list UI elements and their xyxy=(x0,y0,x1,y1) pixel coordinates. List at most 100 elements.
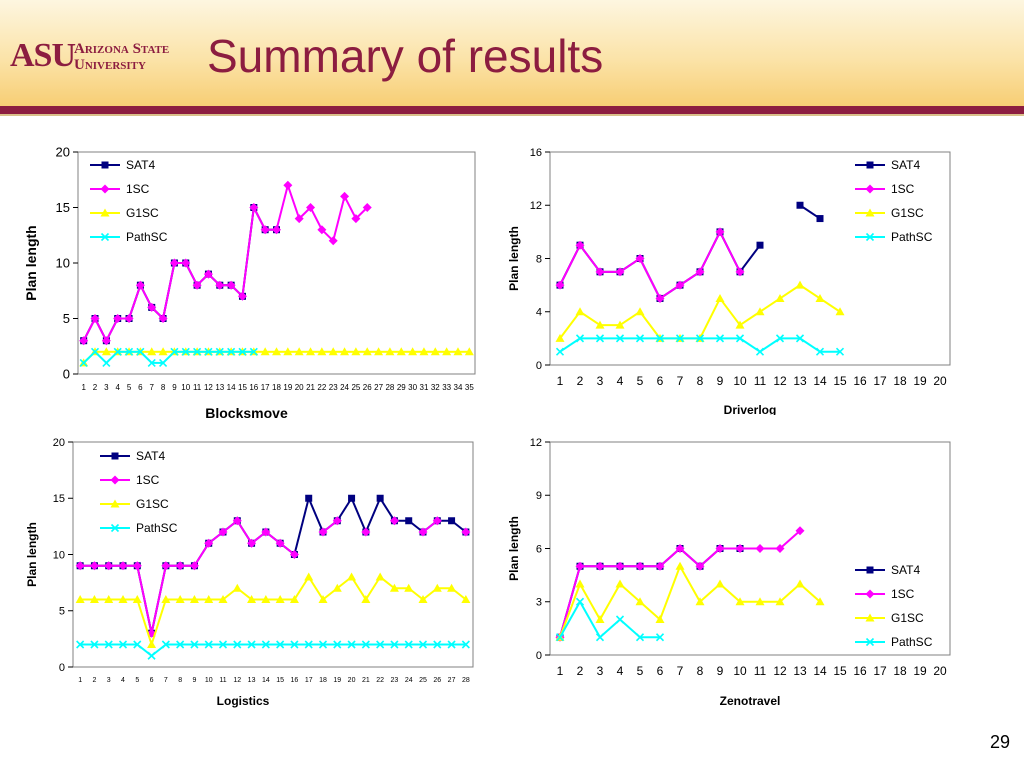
data-point-sat4 xyxy=(405,517,413,525)
data-point-1sc xyxy=(237,291,247,301)
data-point-g1sc xyxy=(715,579,725,588)
x-tick-label: 19 xyxy=(913,374,927,388)
y-tick-label: 16 xyxy=(530,147,542,159)
line-segment-1sc xyxy=(236,520,253,544)
x-tick-label: 13 xyxy=(793,374,807,388)
data-point-g1sc xyxy=(306,347,316,356)
line-segment-1sc xyxy=(619,257,641,273)
series-pathsc xyxy=(555,334,845,356)
data-point-g1sc xyxy=(615,320,625,329)
data-point-g1sc xyxy=(408,347,418,356)
x-tick-label: 1 xyxy=(557,664,564,678)
data-point-pathsc xyxy=(176,640,185,649)
x-tick-label: 29 xyxy=(397,383,406,392)
line-segment-g1sc xyxy=(679,565,701,603)
data-point-pathsc xyxy=(795,334,805,343)
data-point-g1sc xyxy=(362,347,372,356)
line-segment-1sc xyxy=(559,244,581,286)
data-point-pathsc xyxy=(290,640,299,649)
data-point-1sc xyxy=(118,561,128,571)
legend-label-sat4: SAT4 xyxy=(126,158,155,172)
data-point-1sc xyxy=(775,544,785,553)
logo-line-2: University xyxy=(74,57,146,73)
line-segment-pathsc xyxy=(579,601,601,638)
data-point-sat4 xyxy=(376,494,384,502)
data-point-1sc xyxy=(575,240,585,250)
x-tick-label: 16 xyxy=(853,374,867,388)
y-tick-label: 3 xyxy=(536,597,542,609)
x-tick-label: 4 xyxy=(121,677,125,684)
x-tick-label: 26 xyxy=(433,677,441,684)
data-point-pathsc xyxy=(118,640,128,649)
data-point-g1sc xyxy=(835,307,845,316)
data-point-1sc xyxy=(715,544,725,553)
data-point-pathsc xyxy=(261,640,270,649)
line-segment-1sc xyxy=(94,318,108,342)
data-point-sat4 xyxy=(756,241,764,249)
data-point-pathsc xyxy=(655,633,665,642)
data-point-1sc xyxy=(735,267,745,277)
data-point-1sc xyxy=(675,280,685,290)
data-point-g1sc xyxy=(147,640,157,648)
data-point-1sc xyxy=(261,527,271,537)
y-tick-label: 20 xyxy=(53,437,65,449)
data-point-1sc xyxy=(575,561,585,571)
logo-line-1: Arizona State xyxy=(74,41,170,57)
legend-label-g1sc: G1SC xyxy=(891,611,924,625)
x-tick-label: 2 xyxy=(577,374,584,388)
x-tick-label: 14 xyxy=(813,664,827,678)
x-tick-label: 28 xyxy=(462,677,470,684)
data-point-1sc xyxy=(351,214,361,224)
data-point-pathsc xyxy=(461,640,470,649)
data-point-g1sc xyxy=(161,595,171,603)
line-segment-sat4 xyxy=(350,497,367,533)
line-segment-1sc xyxy=(136,565,153,634)
x-tick-label: 1 xyxy=(557,374,564,388)
legend-marker-pathsc xyxy=(865,637,875,647)
data-point-sat4 xyxy=(448,517,456,525)
x-tick-label: 4 xyxy=(617,374,624,388)
y-tick-label: 6 xyxy=(536,543,542,555)
x-tick-label: 25 xyxy=(419,677,427,684)
data-point-1sc xyxy=(275,538,285,548)
legend-label-1sc: 1SC xyxy=(126,182,150,196)
data-point-g1sc xyxy=(232,583,242,592)
line-segment-sat4 xyxy=(307,497,324,533)
data-point-pathsc xyxy=(635,633,645,642)
data-point-g1sc xyxy=(374,347,384,356)
plot-area xyxy=(77,151,476,375)
line-segment-sat4 xyxy=(379,497,396,522)
data-point-g1sc xyxy=(389,583,399,592)
x-tick-label: 27 xyxy=(374,383,383,392)
x-tick-label: 19 xyxy=(333,677,341,684)
legend-label-g1sc: G1SC xyxy=(136,497,169,511)
x-tick-label: 23 xyxy=(391,677,399,684)
data-point-sat4 xyxy=(816,215,824,223)
data-point-pathsc xyxy=(318,640,328,649)
data-point-1sc xyxy=(260,225,270,235)
data-point-g1sc xyxy=(419,347,429,356)
x-tick-label: 14 xyxy=(262,677,270,684)
x-tick-label: 35 xyxy=(465,383,474,392)
x-tick-label: 1 xyxy=(78,677,82,684)
data-point-pathsc xyxy=(555,347,565,356)
line-segment-g1sc xyxy=(639,311,661,339)
chart-title: Blocksmove xyxy=(205,405,288,421)
data-point-pathsc xyxy=(418,640,428,649)
data-point-1sc xyxy=(89,561,99,571)
data-point-g1sc xyxy=(75,595,85,603)
line-segment-sat4 xyxy=(336,497,353,522)
data-point-pathsc xyxy=(615,334,625,343)
line-segment-1sc xyxy=(679,547,701,567)
line-segment-1sc xyxy=(252,207,267,231)
x-tick-label: 18 xyxy=(272,383,281,392)
data-point-g1sc xyxy=(755,307,765,316)
data-point-pathsc xyxy=(159,358,168,367)
data-point-pathsc xyxy=(276,640,285,649)
data-point-pathsc xyxy=(575,334,585,343)
series-pathsc xyxy=(76,640,470,660)
data-point-sat4 xyxy=(305,494,313,502)
data-point-pathsc xyxy=(575,597,585,606)
data-point-g1sc xyxy=(218,595,228,603)
x-tick-label: 28 xyxy=(385,383,394,392)
